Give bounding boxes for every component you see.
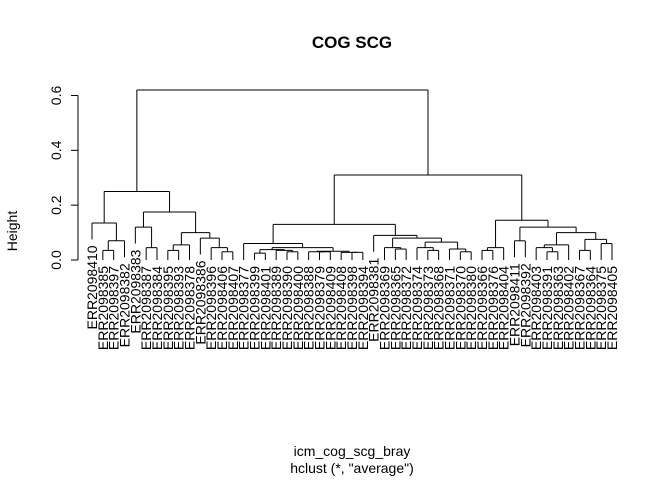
leaf-label: ERR2098375 [593,266,609,350]
leaf-label: ERR2098377 [236,266,252,350]
y-tick-label: 0.0 [48,250,64,270]
leaf-label: ERR2098404 [496,266,512,350]
leaf-labels: ERR2098410ERR2098385ERR2098397ERR2098382… [84,245,620,350]
leaf-label: ERR2098384 [149,266,165,350]
leaf-label: ERR2098410 [84,245,100,329]
leaf-label: ERR2098394 [355,266,371,350]
leaf-label: ERR2098402 [561,266,577,350]
leaf-label: ERR2098401 [257,266,273,350]
leaf-label: ERR2098406 [214,266,230,350]
leaf-label: ERR2098391 [539,266,555,350]
leaf-label: ERR2098367 [572,266,588,350]
leaf-label: ERR2098399 [247,266,263,350]
leaf-label: ERR2098373 [420,266,436,350]
leaf-label: ERR2098374 [409,266,425,350]
leaf-label: ERR2098371 [442,266,458,350]
leaf-label: ERR2098382 [117,263,133,347]
leaf-label: ERR2098403 [528,266,544,350]
leaf-label: ERR2098376 [485,266,501,350]
leaf-label: ERR2098397 [106,266,122,350]
leaf-label: ERR2098400 [290,266,306,350]
y-axis-label: Height [4,211,20,252]
leaf-label: ERR2098364 [582,266,598,350]
y-axis: 0.0 0.2 0.4 0.6 [48,86,79,270]
leaf-label: ERR2098392 [517,263,533,347]
leaf-label: ERR2098407 [225,266,241,350]
leaf-label: ERR2098387 [138,266,154,350]
leaf-label: ERR2098389 [268,266,284,350]
leaf-label: ERR2098370 [452,266,468,350]
leaf-label: ERR2098368 [431,266,447,350]
leaf-label: ERR2098408 [333,266,349,350]
leaf-label: ERR2098369 [377,266,393,350]
leaf-label: ERR2098381 [366,258,382,342]
y-tick-label: 0.6 [48,86,64,106]
leaf-label: ERR2098363 [550,266,566,350]
leaf-label: ERR2098409 [322,266,338,350]
dendrogram-branches [91,89,613,260]
leaf-label: ERR2098366 [474,266,490,350]
leaf-label: ERR2098395 [160,266,176,350]
leaf-label: ERR2098398 [344,266,360,350]
method-label: hclust (*, "average") [290,460,414,476]
leaf-label: ERR2098378 [182,266,198,350]
leaf-label: ERR2098379 [312,266,328,350]
leaf-label: ERR2098386 [192,260,208,344]
leaf-label: ERR2098365 [387,266,403,350]
leaf-label: ERR2098393 [171,266,187,350]
y-tick-label: 0.4 [48,140,64,160]
leaf-label: ERR2098411 [507,263,523,346]
leaf-label: ERR2098372 [398,266,414,350]
leaf-label: ERR2098388 [301,266,317,350]
x-axis-label: icm_cog_scg_bray [294,443,411,459]
leaf-label: ERR2098383 [127,249,143,333]
chart-title: COG SCG [312,33,392,52]
y-tick-label: 0.2 [48,195,64,215]
leaf-label: ERR2098396 [203,266,219,350]
leaf-label: ERR2098390 [279,266,295,350]
leaf-label: ERR2098385 [95,266,111,350]
leaf-label: ERR2098380 [463,266,479,350]
leaf-label: ERR2098405 [604,266,620,350]
